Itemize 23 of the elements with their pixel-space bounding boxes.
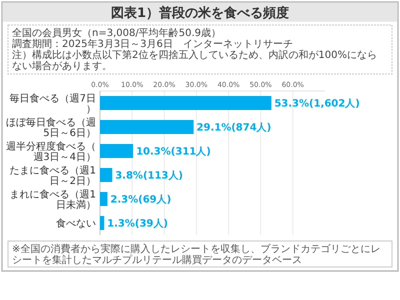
data-label: 53.3%(1,602人) — [274, 98, 360, 110]
chart-subtitle: 全国の会員男女（n=3,008/平均年齢50.9歳） — [12, 27, 221, 39]
bar — [100, 192, 108, 206]
chart-title: 図表1）普段の米を食べる頻度 — [110, 5, 290, 21]
bar — [100, 144, 134, 158]
text: 注）構成比は小数点以下第2位を四捨五入しているため、内訳の和が100%にならない場合があります。 — [12, 49, 377, 72]
y-tick-label: 週半分程度食べる（週3日～4日） — [6, 140, 96, 163]
bar — [100, 120, 194, 134]
y-tick-label: まれに食べる（週1日未満） — [10, 188, 96, 211]
y-tick-label: ほぼ毎日食べる（週5日～6日） — [6, 116, 96, 139]
text: 調査期間：2025年3月3日～3月6日 インターネットリサーチ — [12, 38, 293, 50]
data-label: 2.3%(69人) — [110, 194, 172, 206]
data-label: 29.1%(874人) — [196, 122, 272, 134]
data-label: 3.8%(113人) — [115, 170, 183, 182]
y-tick-label: たまに食べる（週1日～2日） — [10, 164, 96, 187]
y-tick-label: 食べない — [56, 218, 96, 230]
bar — [100, 96, 272, 110]
data-label: 10.3%(311人) — [136, 146, 211, 158]
y-tick-label: 毎日食べる（週7日） — [10, 92, 96, 115]
text: ※全国の消費者から実際に購入したレシートを収集し、ブランドカテゴリごとにレシートを集計したマルチプルリテール購買データのデータベース — [12, 243, 380, 266]
bar — [100, 168, 112, 182]
bar — [100, 216, 104, 230]
data-label: 1.3%(39人) — [107, 218, 168, 230]
